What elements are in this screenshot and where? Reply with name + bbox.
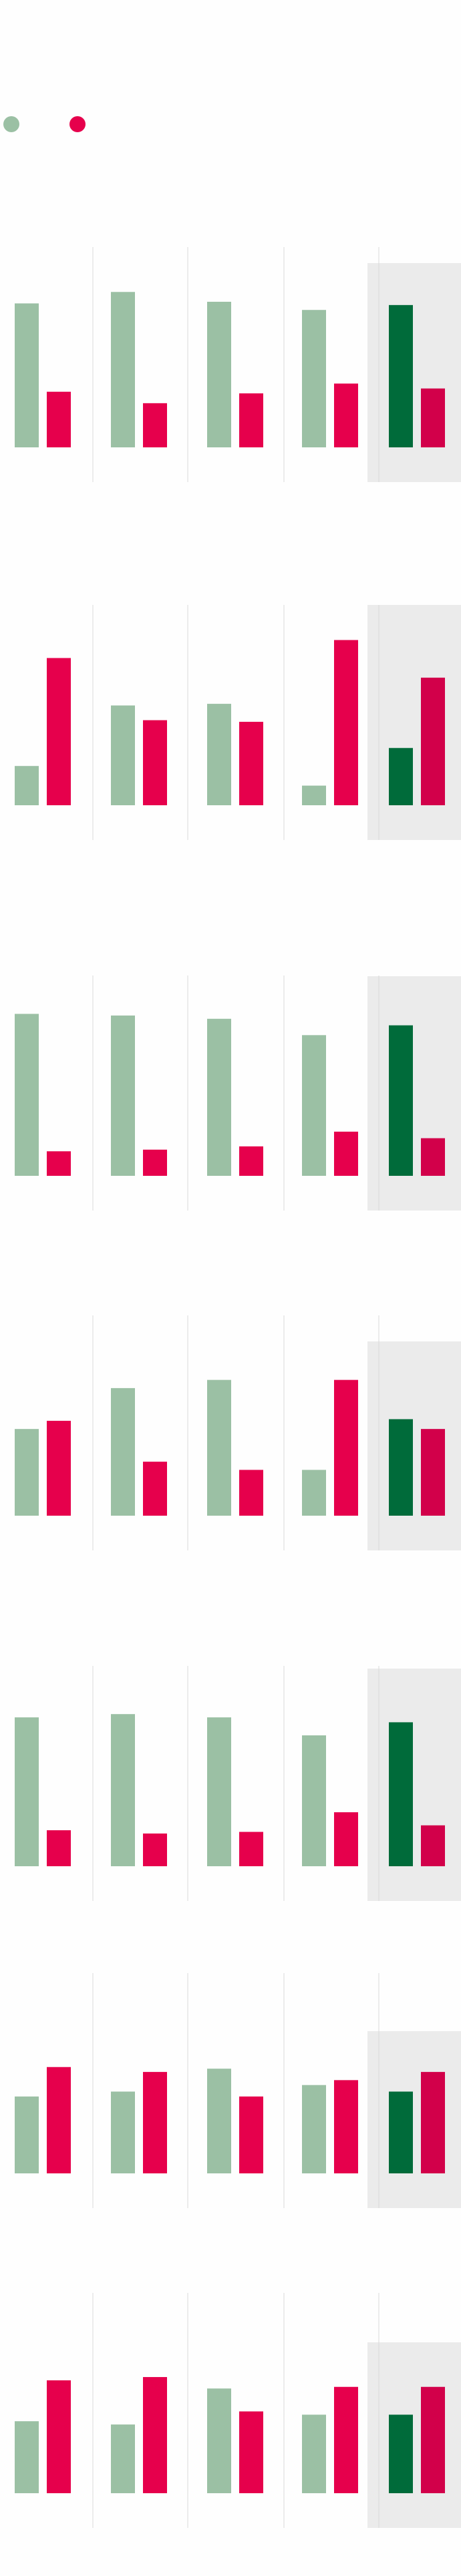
bar-row4-group5-series2 xyxy=(421,1429,445,1516)
bar-row2-group3-series2 xyxy=(239,722,263,805)
bar-row1-group1-series1 xyxy=(15,303,39,447)
highlight-panel xyxy=(367,1341,461,1550)
bar-row5-group2-series2 xyxy=(143,1834,167,1866)
bar-row3-group5-series1 xyxy=(389,1025,413,1176)
bar-row4-group3-series2 xyxy=(239,1470,263,1516)
highlight-panel xyxy=(367,1669,461,1901)
bar-row3-group3-series2 xyxy=(239,1146,263,1176)
bar-row3-group2-series2 xyxy=(143,1149,167,1176)
bar-row2-group1-series1 xyxy=(15,766,39,805)
bar-row7-group2-series1 xyxy=(111,2424,135,2493)
legend xyxy=(3,116,86,132)
bar-row3-group1-series2 xyxy=(47,1151,71,1176)
bar-row7-group1-series2 xyxy=(47,2380,71,2493)
bar-row7-group3-series1 xyxy=(207,2388,231,2493)
bar-row6-group5-series2 xyxy=(421,2072,445,2173)
bar-row1-group4-series1 xyxy=(302,310,326,447)
bar-row6-group2-series2 xyxy=(143,2072,167,2173)
bar-row5-group1-series2 xyxy=(47,1830,71,1866)
highlight-panel xyxy=(367,2342,461,2528)
bar-row7-group5-series2 xyxy=(421,2386,445,2493)
chart-row-3 xyxy=(15,976,461,1211)
bar-row1-group3-series2 xyxy=(239,393,263,447)
bar-row7-group4-series2 xyxy=(334,2386,358,2493)
bar-row1-group1-series2 xyxy=(47,391,71,447)
bar-row1-group4-series2 xyxy=(334,383,358,447)
bar-row2-group5-series1 xyxy=(389,748,413,805)
bar-row2-group2-series2 xyxy=(143,720,167,805)
bar-row5-group4-series2 xyxy=(334,1812,358,1866)
bar-row7-group2-series2 xyxy=(143,2377,167,2493)
highlight-panel xyxy=(367,976,461,1211)
bar-row6-group3-series1 xyxy=(207,2069,231,2173)
bar-row1-group5-series2 xyxy=(421,388,445,447)
bar-row1-group3-series1 xyxy=(207,301,231,447)
bar-row5-group3-series1 xyxy=(207,1717,231,1866)
bar-row4-group4-series1 xyxy=(302,1470,326,1516)
bar-row2-group1-series2 xyxy=(47,658,71,805)
bar-row4-group1-series1 xyxy=(15,1429,39,1516)
chart-row-6 xyxy=(15,1973,461,2208)
bar-row4-group2-series1 xyxy=(111,1387,135,1516)
bar-row4-group2-series2 xyxy=(143,1462,167,1516)
bar-row6-group3-series2 xyxy=(239,2096,263,2173)
bar-row4-group4-series2 xyxy=(334,1379,358,1516)
bar-row2-group2-series1 xyxy=(111,705,135,805)
bar-row6-group1-series2 xyxy=(47,2067,71,2173)
bar-row6-group4-series2 xyxy=(334,2080,358,2173)
bar-row2-group5-series2 xyxy=(421,677,445,805)
bar-row4-group3-series1 xyxy=(207,1379,231,1516)
bar-row2-group4-series2 xyxy=(334,640,358,805)
bar-row3-group4-series1 xyxy=(302,1035,326,1176)
legend-dot-series-1 xyxy=(3,116,19,132)
bar-row3-group1-series1 xyxy=(15,1014,39,1176)
bar-row7-group5-series1 xyxy=(389,2414,413,2493)
bar-row1-group2-series1 xyxy=(111,292,135,447)
bar-row5-group2-series1 xyxy=(111,1714,135,1866)
highlight-panel xyxy=(367,263,461,482)
bar-row5-group5-series2 xyxy=(421,1825,445,1866)
bar-row5-group4-series1 xyxy=(302,1735,326,1866)
bar-row5-group1-series1 xyxy=(15,1717,39,1866)
chart-rows xyxy=(15,247,461,2528)
legend-dot-series-2 xyxy=(69,116,86,132)
bar-row3-group3-series1 xyxy=(207,1018,231,1176)
chart-row-2 xyxy=(15,605,461,840)
bar-row6-group1-series1 xyxy=(15,2096,39,2173)
chart-row-7 xyxy=(15,2293,461,2528)
highlight-panel xyxy=(367,2031,461,2208)
bar-row6-group5-series1 xyxy=(389,2091,413,2173)
highlight-panel xyxy=(367,605,461,840)
bar-row6-group4-series1 xyxy=(302,2085,326,2173)
bar-row1-group2-series2 xyxy=(143,403,167,447)
bar-row3-group4-series2 xyxy=(334,1131,358,1176)
bar-row4-group5-series1 xyxy=(389,1419,413,1516)
bar-row6-group2-series1 xyxy=(111,2091,135,2173)
bar-row1-group5-series1 xyxy=(389,304,413,447)
bar-row7-group1-series1 xyxy=(15,2421,39,2493)
chart-row-1 xyxy=(15,247,461,482)
bar-row5-group5-series1 xyxy=(389,1722,413,1866)
bar-row3-group5-series2 xyxy=(421,1138,445,1176)
bar-row5-group3-series2 xyxy=(239,1832,263,1866)
chart-row-4 xyxy=(15,1315,461,1550)
bar-row7-group4-series1 xyxy=(302,2414,326,2493)
bar-row7-group3-series2 xyxy=(239,2411,263,2493)
bar-row4-group1-series2 xyxy=(47,1420,71,1516)
bar-row2-group3-series1 xyxy=(207,704,231,805)
chart-row-5 xyxy=(15,1666,461,1901)
bar-row2-group4-series1 xyxy=(302,785,326,805)
bar-row3-group2-series1 xyxy=(111,1015,135,1176)
